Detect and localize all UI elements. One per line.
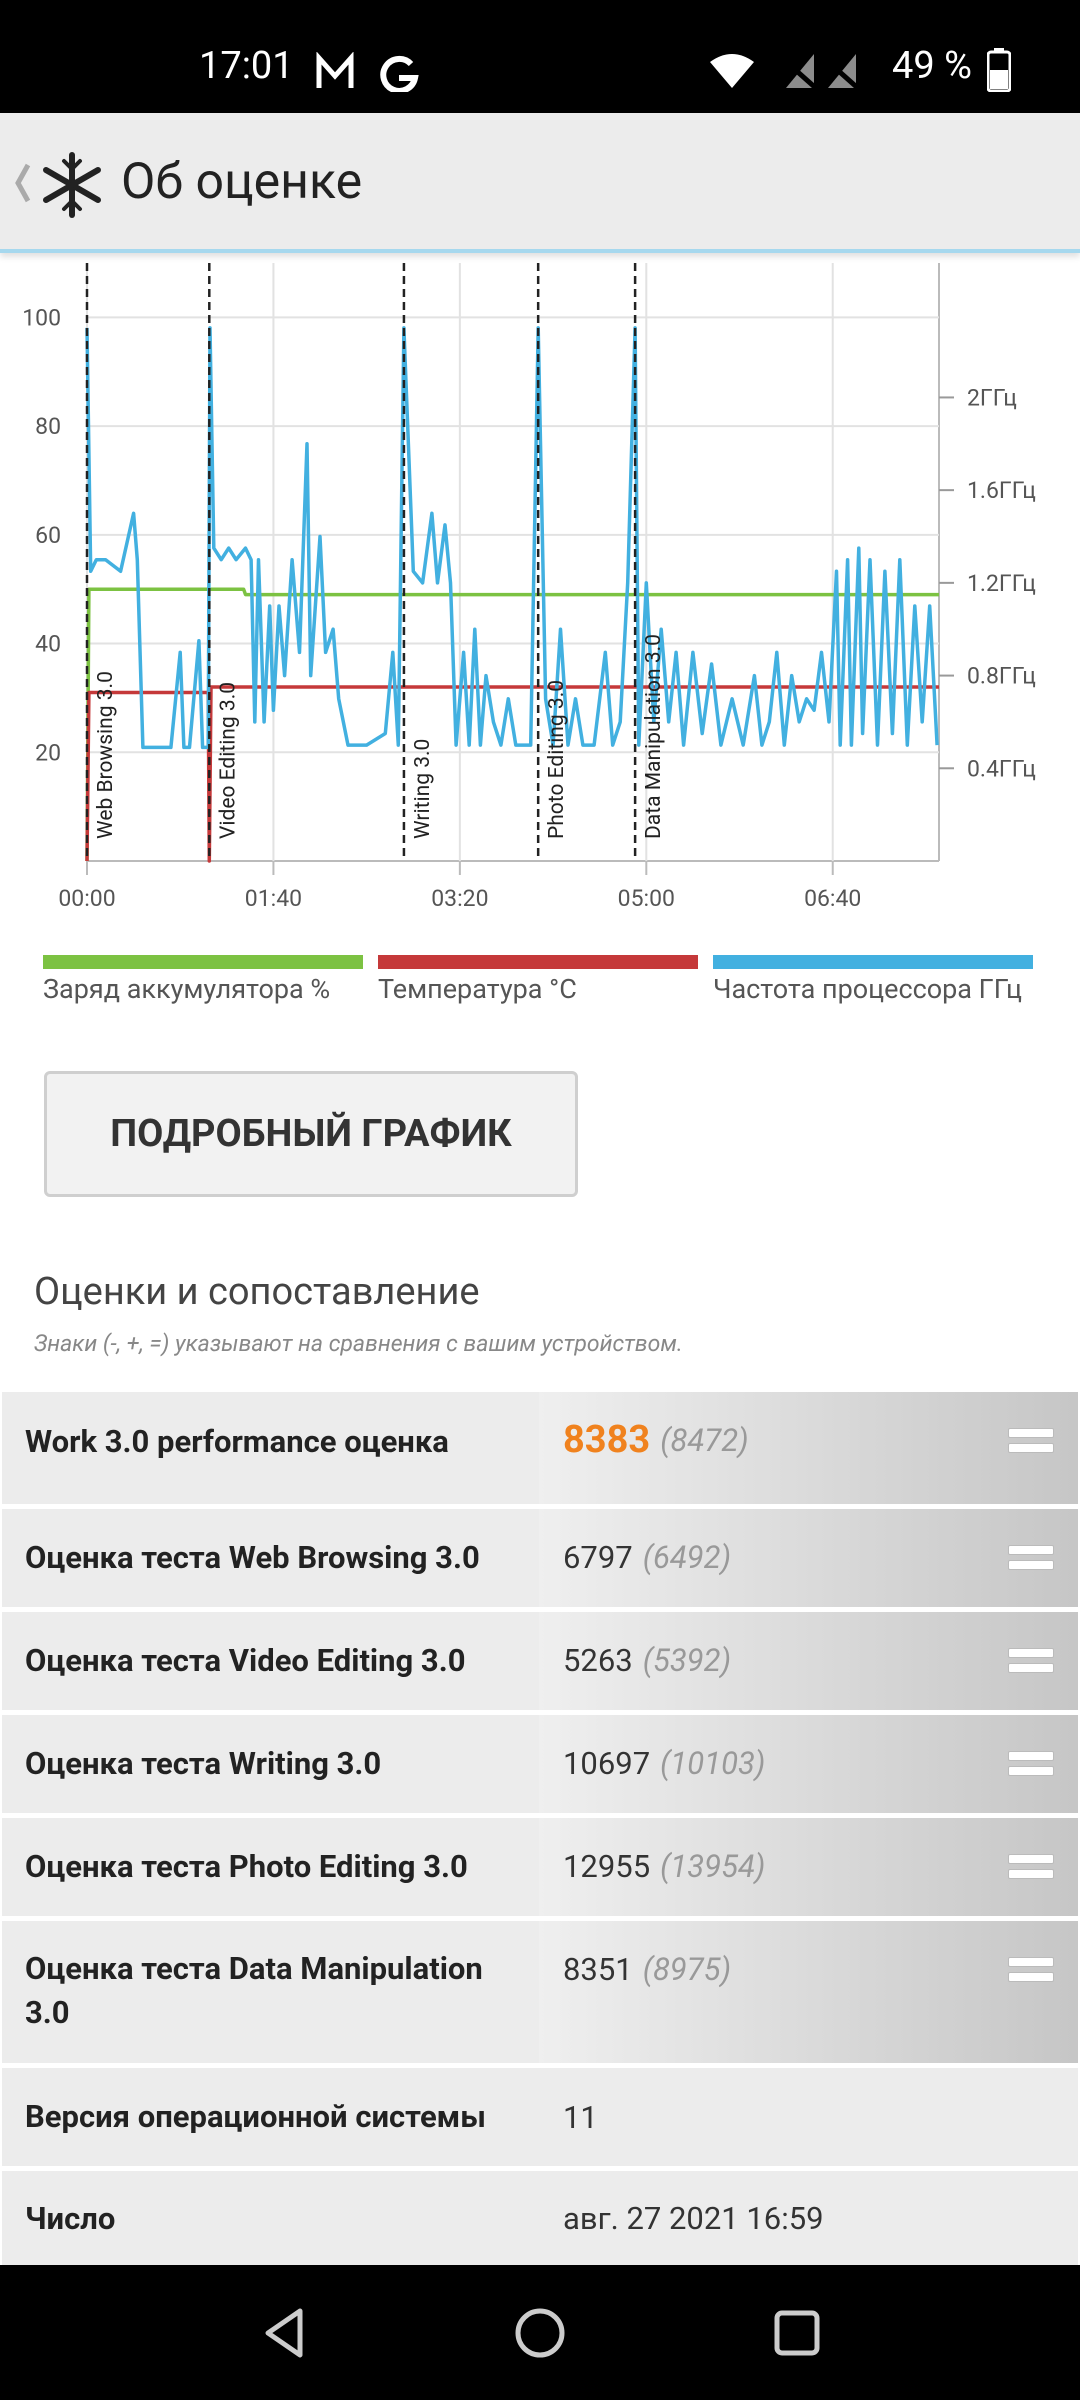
score: 8351 <box>563 1951 633 1988</box>
row-label: Число <box>2 2171 539 2266</box>
header-icons[interactable] <box>10 151 110 221</box>
row-label: Версия операционной системы <box>2 2068 539 2166</box>
status-bar: 17:01 49 % <box>0 0 1080 113</box>
comparison: (8975) <box>642 1951 732 1988</box>
phase-label: Web Browsing 3.0 <box>94 671 118 839</box>
row-value: 12955 (13954) <box>539 1818 1078 1916</box>
phase-label: Writing 3.0 <box>411 739 435 839</box>
legend-label: Заряд аккумулятора % <box>43 973 330 1005</box>
legend-swatch <box>713 955 1033 969</box>
row-value: 6797 (6492) <box>539 1509 1078 1607</box>
series-line <box>85 587 939 862</box>
y2-tick-label: 0.4ГГц <box>967 755 1036 782</box>
comparison: (13954) <box>660 1848 766 1885</box>
comparison: (5392) <box>642 1642 732 1679</box>
y2-tick-label: 1.6ГГц <box>967 477 1036 504</box>
table-row: Оценка теста Web Browsing 3.0 6797 (6492) <box>2 1509 1078 1612</box>
home-button[interactable] <box>515 2308 565 2358</box>
score: 10697 <box>563 1745 651 1782</box>
phase-label: Photo Editing 3.0 <box>545 680 569 839</box>
score: 8383 <box>563 1418 651 1462</box>
app-header: Об оценке <box>0 113 1080 253</box>
y-tick-label: 60 <box>35 522 61 549</box>
comparison: (10103) <box>660 1745 766 1782</box>
legend-swatch <box>378 955 698 969</box>
x-tick-label: 01:40 <box>245 885 302 912</box>
table-row: Оценка теста Data Manipulation 3.0 8351(… <box>2 1921 1078 2068</box>
phase-label: Data Manipulation 3.0 <box>642 634 666 839</box>
table-row: Число авг. 27 2021 16:59 <box>2 2171 1078 2266</box>
phase-label: Video Editing 3.0 <box>216 682 240 839</box>
equal-icon <box>1008 1648 1054 1674</box>
row-value: 5263 (5392) <box>539 1612 1078 1710</box>
series-line <box>85 326 939 750</box>
comparison: (6492) <box>642 1539 732 1576</box>
y-tick-label: 40 <box>35 631 61 658</box>
table-row: Оценка теста Video Editing 3.0 5263 (5392… <box>2 1612 1078 1715</box>
row-label: Оценка теста Data Manipulation 3.0 <box>2 1921 539 2063</box>
signal-icons <box>710 54 862 92</box>
y-tick-label: 80 <box>35 413 61 440</box>
battery-icon <box>987 48 1011 92</box>
chart: 20 40 60 80 100 00:00 01:40 03:20 05:00 06:40 0.4Г… <box>22 263 1036 1005</box>
row-value: 8383 (8472) <box>539 1392 1078 1504</box>
x-tick-label: 00:00 <box>58 885 115 912</box>
y2-tick-label: 1.2ГГц <box>967 570 1036 597</box>
series-line <box>85 685 939 863</box>
score: 5263 <box>563 1642 633 1679</box>
date: авг. 27 2021 16:59 <box>563 2200 824 2237</box>
row-value: 10697 (10103) <box>539 1715 1078 1813</box>
back-button[interactable] <box>265 2308 303 2358</box>
y-tick-label: 20 <box>35 739 61 766</box>
x-tick-label: 03:20 <box>431 885 488 912</box>
equal-icon <box>1008 1957 1054 1983</box>
detail-chart-button[interactable]: ПОДРОБНЫЙ ГРАФИК <box>44 1071 578 1197</box>
comparison: (8472) <box>660 1422 749 1459</box>
row-label: Work 3.0 performance оценка <box>2 1392 539 1504</box>
equal-icon <box>1008 1545 1054 1571</box>
x-tick-label: 05:00 <box>618 885 675 912</box>
score: 6797 <box>563 1539 633 1576</box>
equal-icon <box>1008 1751 1054 1777</box>
x-tick-label: 06:40 <box>804 885 861 912</box>
table-row: Work 3.0 performance оценка 8383 (8472) <box>2 1392 1078 1509</box>
navigation-bar <box>0 2265 1080 2400</box>
legend-label: Частота процессора ГГц <box>713 973 1022 1005</box>
row-label: Оценка теста Web Browsing 3.0 <box>2 1509 539 1607</box>
y-tick-label: 100 <box>22 304 61 331</box>
table-row: Оценка теста Photo Editing 3.0 12955 (139… <box>2 1818 1078 1921</box>
y2-tick-label: 0.8ГГц <box>967 663 1036 690</box>
equal-icon <box>1008 1428 1054 1454</box>
section-title: Оценки и сопоставление <box>34 1270 480 1314</box>
status-time: 17:01 <box>199 44 294 88</box>
row-label: Оценка теста Writing 3.0 <box>2 1715 539 1813</box>
equal-icon <box>1008 1854 1054 1880</box>
status-icons <box>316 52 419 92</box>
row-value: авг. 27 2021 16:59 <box>539 2171 1078 2266</box>
status-battery: 49 % <box>892 44 972 88</box>
recents-button[interactable] <box>774 2310 820 2356</box>
row-value: 8351 (8975) <box>539 1921 1078 2063</box>
table-row: Версия операционной системы 11 <box>2 2068 1078 2171</box>
header-title: Об оценке <box>121 153 363 211</box>
row-value: 11 <box>539 2068 1078 2166</box>
row-label: Оценка теста Video Editing 3.0 <box>2 1612 539 1710</box>
score: 12955 <box>563 1848 651 1885</box>
legend-label: Температура °C <box>378 973 577 1005</box>
legend-swatch <box>43 955 363 969</box>
score-table: Work 3.0 performance оценка 8383 (8472) О… <box>2 1392 1078 2266</box>
row-label: Оценка теста Photo Editing 3.0 <box>2 1818 539 1916</box>
table-row: Оценка теста Writing 3.0 10697 (10103) <box>2 1715 1078 1818</box>
os-version: 11 <box>563 2098 598 2136</box>
section-subtitle: Знаки (-, +, =) указывают на сравнения с… <box>34 1330 683 1357</box>
y2-tick-label: 2ГГц <box>967 384 1017 411</box>
